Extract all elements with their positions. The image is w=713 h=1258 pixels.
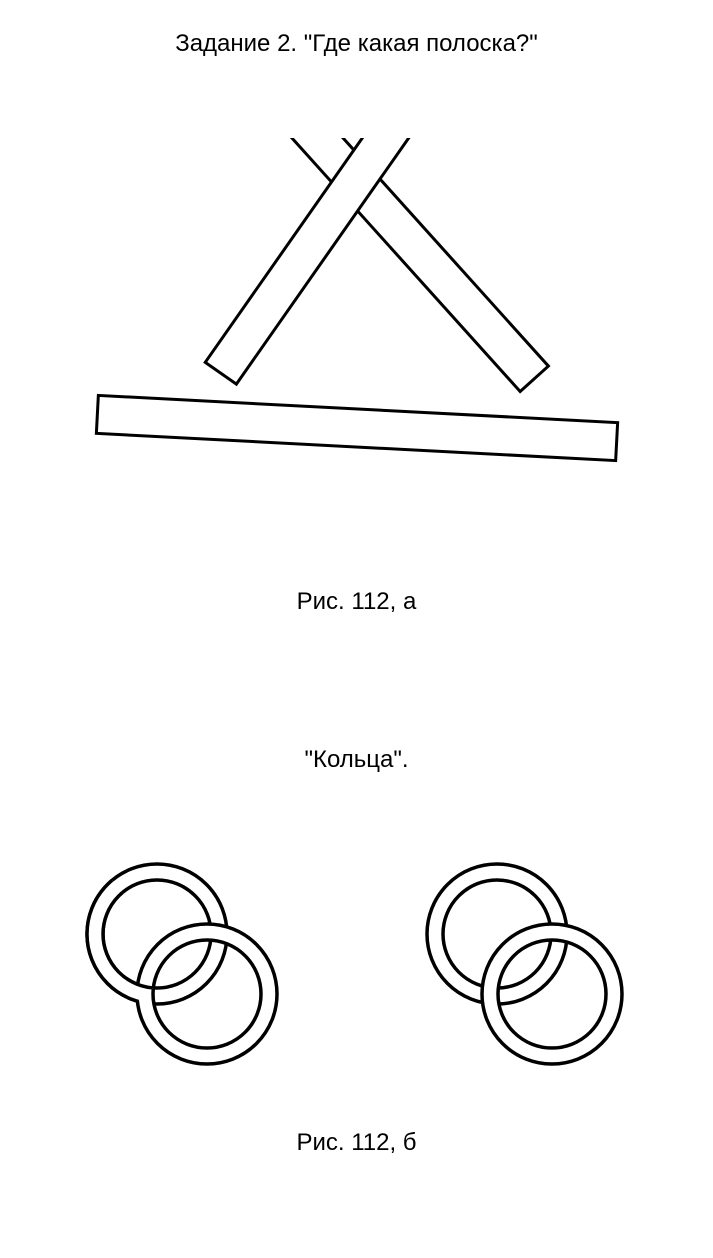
figure-a-container: [0, 138, 713, 568]
strips-diagram: [77, 138, 637, 568]
task-title: Задание 2. "Где какая полоска?": [0, 0, 713, 58]
figure-b-container: [0, 834, 713, 1094]
figure-a-caption: Рис. 112, а: [0, 588, 713, 616]
figure-b-caption: Рис. 112, б: [0, 1129, 713, 1157]
rings-subtitle: "Кольца".: [0, 746, 713, 774]
rings-diagram: [37, 834, 677, 1094]
